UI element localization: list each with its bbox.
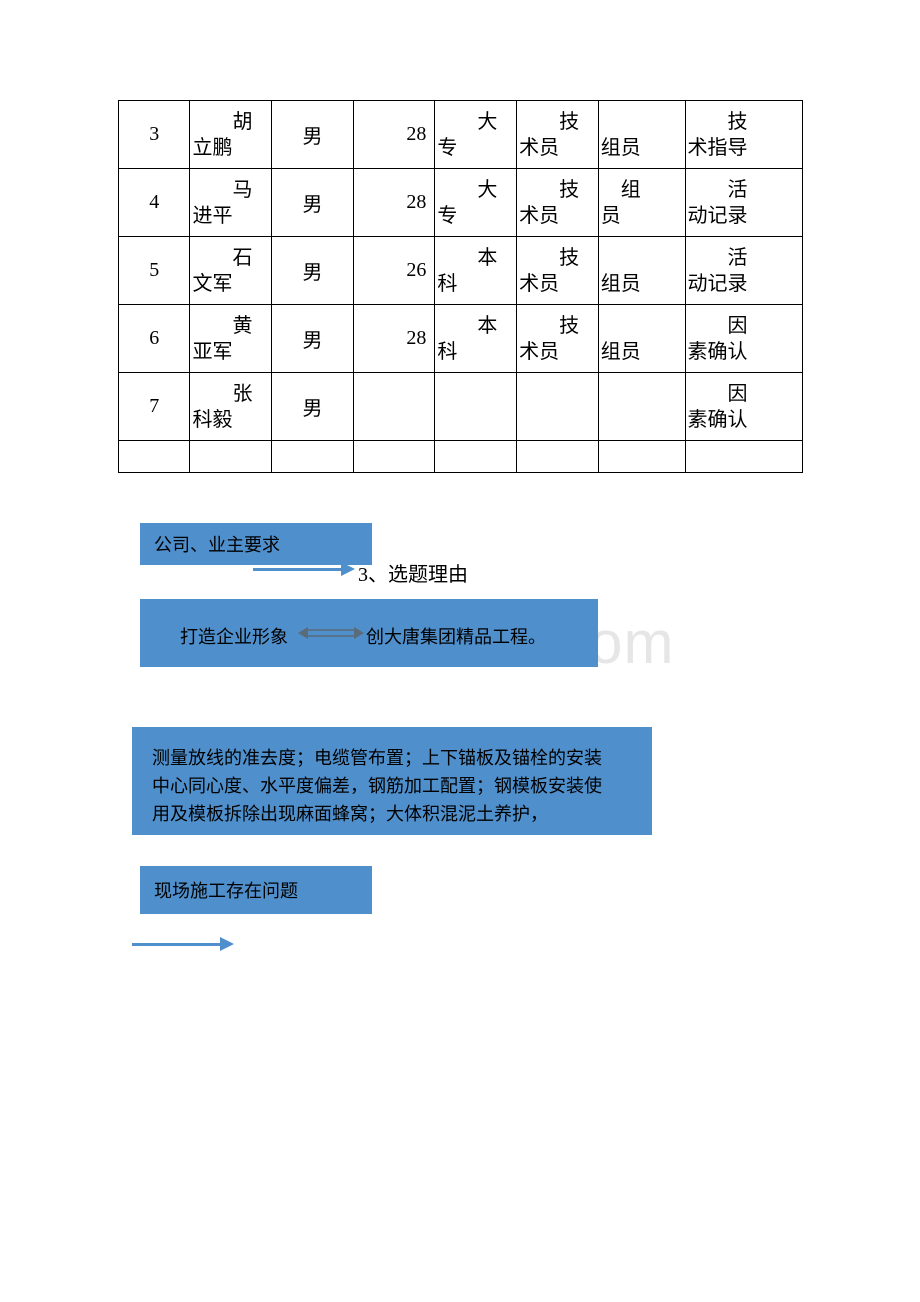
row-name: 胡立鹏 [190,101,272,169]
blank-cell [119,441,190,473]
row-gender: 男 [272,101,354,169]
enterprise-right-text: 创大唐集团精品工程。 [366,623,546,649]
row-age [353,373,435,441]
personnel-table: 3胡立鹏男28大专技术员组员技术指导4马进平男28大专技术员组员活动记录5石文军… [118,100,803,473]
row-education: 大专 [435,101,517,169]
row-role: 组员 [598,305,685,373]
table-row: 3胡立鹏男28大专技术员组员技术指导 [119,101,803,169]
row-gender: 男 [272,237,354,305]
arrow-topic [253,568,341,571]
row-task: 技术指导 [685,101,803,169]
row-job: 技术员 [517,237,599,305]
problems-line3: 用及模板拆除出现麻面蜂窝；大体积混泥土养护， [152,801,632,829]
row-role [598,373,685,441]
row-age: 28 [353,101,435,169]
blank-cell [598,441,685,473]
table-row: 5石文军男26本科技术员组员活动记录 [119,237,803,305]
row-name: 石文军 [190,237,272,305]
row-num: 5 [119,237,190,305]
row-education [435,373,517,441]
row-role: 组员 [598,101,685,169]
row-role: 组员 [598,237,685,305]
site-problems-text: 现场施工存在问题 [154,877,298,903]
blank-cell [190,441,272,473]
row-education: 本科 [435,305,517,373]
row-gender: 男 [272,373,354,441]
row-job: 技术员 [517,305,599,373]
box-requirements: 公司、业主要求 [140,523,372,565]
table-row: 7张科毅男 因素确认 [119,373,803,441]
row-age: 28 [353,305,435,373]
row-job [517,373,599,441]
box-enterprise-image: 打造企业形象 创大唐集团精品工程。 [140,599,598,667]
problems-line2: 中心同心度、水平度偏差，钢筋加工配置；钢模板安装使 [152,773,632,801]
row-name: 黄亚军 [190,305,272,373]
row-task: 活动记录 [685,237,803,305]
enterprise-left-text: 打造企业形象 [180,623,288,649]
row-task: 活动记录 [685,169,803,237]
table-row-blank [119,441,803,473]
row-num: 6 [119,305,190,373]
arrow-bottom [132,943,220,946]
row-age: 28 [353,169,435,237]
row-gender: 男 [272,305,354,373]
row-num: 7 [119,373,190,441]
arrow-topic-head [341,562,355,576]
problems-line1: 测量放线的准去度；电缆管布置；上下锚板及锚栓的安装 [152,745,632,773]
blank-cell [685,441,803,473]
row-education: 大专 [435,169,517,237]
row-role: 组员 [598,169,685,237]
row-name: 马进平 [190,169,272,237]
box-site-problems: 现场施工存在问题 [140,866,372,914]
row-name: 张科毅 [190,373,272,441]
table-row: 4马进平男28大专技术员组员活动记录 [119,169,803,237]
row-task: 因素确认 [685,305,803,373]
row-job: 技术员 [517,169,599,237]
box-requirements-text: 公司、业主要求 [154,531,280,557]
blank-cell [517,441,599,473]
row-num: 3 [119,101,190,169]
topic-label: 3、选题理由 [358,558,468,587]
arrow-bottom-head [220,937,234,951]
box-problems-text: 测量放线的准去度；电缆管布置；上下锚板及锚栓的安装 中心同心度、水平度偏差，钢筋… [132,727,652,835]
row-job: 技术员 [517,101,599,169]
table-row: 6黄亚军男28本科技术员组员因素确认 [119,305,803,373]
blank-cell [353,441,435,473]
row-gender: 男 [272,169,354,237]
row-num: 4 [119,169,190,237]
row-age: 26 [353,237,435,305]
row-education: 本科 [435,237,517,305]
row-task: 因素确认 [685,373,803,441]
blank-cell [435,441,517,473]
double-arrow-icon [298,623,364,643]
blank-cell [272,441,354,473]
